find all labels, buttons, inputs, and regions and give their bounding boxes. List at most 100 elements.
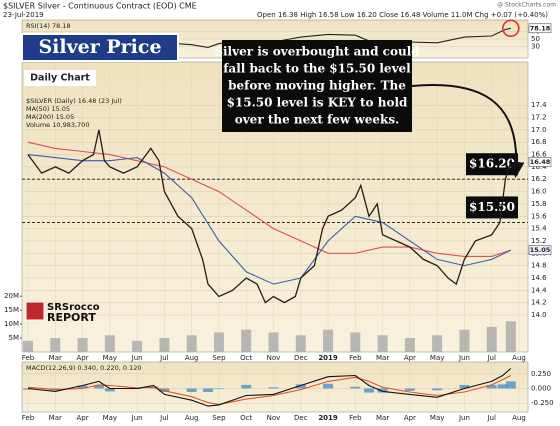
highlight-circle	[502, 19, 520, 38]
x-tick-label: Oct	[240, 354, 252, 362]
bar	[497, 384, 508, 389]
x-tick-label: 2019	[318, 414, 338, 422]
x-tick-label: Jun	[458, 354, 470, 362]
x-tick-label: Aug	[185, 354, 199, 362]
header-date: 23-Jul-2019	[3, 11, 44, 19]
legend-entry: Volume 10,983,700	[26, 121, 89, 129]
bar	[77, 385, 88, 389]
y-tick-label: 16.4	[531, 163, 547, 171]
y-tick-label: 15.2	[531, 237, 547, 245]
x-tick-label: Jul	[159, 414, 169, 422]
bar	[350, 386, 361, 389]
legend-entry: MA(50) 15.05	[26, 105, 70, 113]
level-label: $16.20	[469, 157, 515, 171]
legend-entry: MACD(12,26,9) 0.340, 0.220, 0.120	[26, 364, 142, 372]
bar	[50, 338, 61, 352]
bar	[186, 388, 197, 392]
x-tick-label: May	[430, 354, 444, 362]
bar	[505, 321, 516, 352]
arrow	[411, 84, 525, 178]
x-tick-label: May	[103, 414, 117, 422]
y-tick-label: 30	[531, 43, 540, 51]
logo-line: REPORT	[47, 311, 96, 324]
bar	[268, 332, 279, 352]
x-tick-label: 2019	[318, 354, 338, 362]
title-box	[21, 33, 179, 62]
x-tick-label: Aug	[185, 414, 199, 422]
y-tick-label: 15.8	[531, 200, 547, 208]
y-tick-label: 50	[531, 35, 540, 43]
badge-box	[528, 245, 552, 255]
bar	[404, 338, 415, 352]
bar	[268, 387, 279, 389]
y-tick-label: 17.4	[531, 101, 547, 109]
annotation-line: Silver is overbought and could	[214, 45, 420, 59]
badge-box	[528, 23, 552, 34]
badge-box	[528, 157, 552, 167]
bar	[323, 329, 334, 352]
x-tick-label: Mar	[376, 354, 389, 362]
bar	[377, 388, 388, 393]
bar	[486, 326, 497, 352]
series-line	[27, 368, 512, 407]
series-line	[27, 141, 511, 257]
bar	[295, 335, 306, 352]
bar	[432, 388, 443, 391]
bar	[132, 340, 143, 352]
x-tick-label: Sep	[212, 354, 226, 362]
bar	[295, 384, 306, 389]
y2-tick-label: 5M	[9, 334, 20, 342]
y2-tick-label: 20M	[4, 292, 19, 300]
bar	[104, 335, 115, 352]
x-tick-label: Apr	[404, 414, 416, 422]
x-tick-label: Jun	[458, 414, 470, 422]
x-tick-label: Dec	[294, 414, 308, 422]
y-tick-label: -0.250	[531, 399, 554, 407]
y-tick-label: 15.6	[531, 212, 547, 220]
y-tick-label: 14.8	[531, 262, 547, 270]
annotation-line: over the next few weeks.	[235, 113, 400, 127]
bar	[23, 340, 34, 352]
annotation-box	[222, 40, 412, 132]
legend-entry: RSI(14) 78.18	[26, 22, 71, 30]
y-tick-label: 15.4	[531, 225, 547, 233]
x-tick-label: Aug	[512, 414, 526, 422]
y-tick-label: 17.0	[531, 126, 547, 134]
y-tick-label: 16.0	[531, 188, 547, 196]
badge-label: 78.18	[530, 24, 551, 32]
overlay-title: Silver Price	[38, 36, 161, 58]
bar	[159, 338, 170, 352]
header-title: $SILVER Silver - Continuous Contract (EO…	[3, 2, 197, 11]
x-tick-label: Nov	[267, 414, 281, 422]
bar	[350, 332, 361, 352]
y-tick-label: 16.8	[531, 138, 547, 146]
bar	[432, 335, 443, 352]
level-box	[466, 153, 518, 176]
bar	[486, 384, 497, 389]
badge-label: 15.05	[530, 246, 551, 254]
bar	[404, 388, 415, 391]
legend-entry: MA(200) 15.05	[26, 113, 74, 121]
series-line	[27, 129, 512, 304]
series-line	[27, 154, 512, 285]
x-tick-label: Jul	[159, 354, 169, 362]
y2-tick-label: 10M	[4, 320, 19, 328]
bar	[377, 335, 388, 352]
legend-entry: $SILVER (Daily) 16.48 (23 Jul)	[26, 97, 122, 105]
level-box	[466, 196, 518, 219]
y-tick-label: 14.2	[531, 299, 547, 307]
logo: SRSrocco REPORT	[25, 301, 100, 324]
y-tick-label: 0.250	[531, 370, 551, 378]
x-tick-label: Jul	[486, 414, 496, 422]
bar	[23, 388, 34, 390]
bar	[241, 329, 252, 352]
x-tick-label: Jun	[131, 414, 143, 422]
x-tick-label: Apr	[76, 354, 88, 362]
x-tick-label: Nov	[267, 354, 281, 362]
x-tick-label: Mar	[49, 354, 62, 362]
annotation-line: fall back to the $15.50 level	[223, 62, 411, 76]
annotation-line: $15.50 level is KEY to hold	[227, 96, 408, 110]
bar	[77, 338, 88, 352]
bar	[505, 381, 516, 389]
x-tick-label: Sep	[212, 414, 226, 422]
